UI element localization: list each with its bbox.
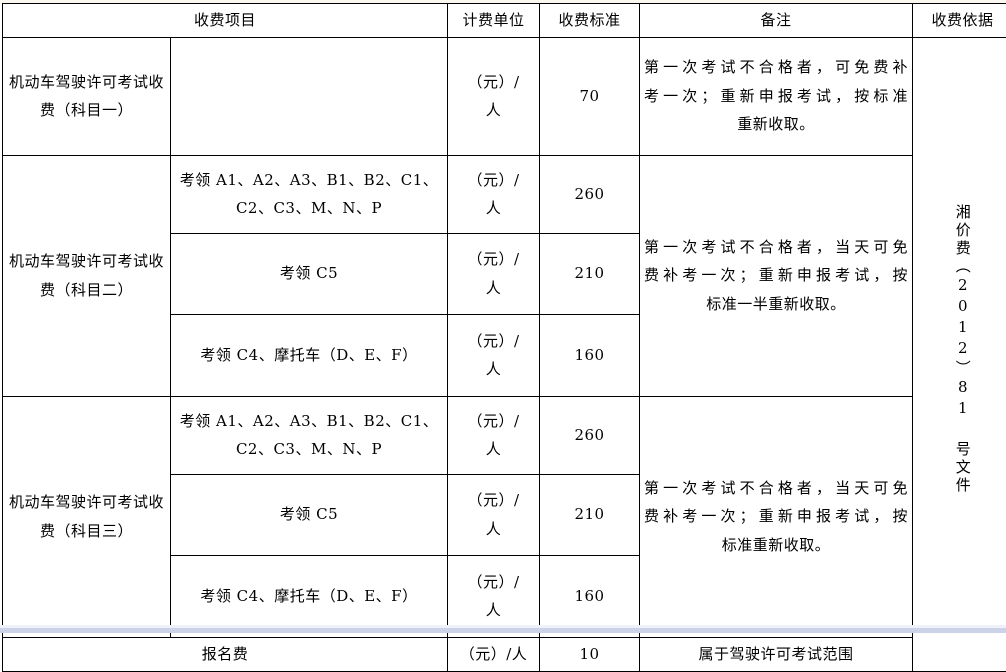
table-row: 机动车驾驶许可考试收费（科目三） 考领 A1、A2、A3、B1、B2、C1、 C…: [3, 396, 1006, 474]
section-2-row-0-standard: 260: [540, 155, 640, 233]
section-2-row-1-standard: 210: [540, 233, 640, 314]
header-item: 收费项目: [3, 4, 448, 38]
sub-line-1: 考领 A1、A2、A3、B1、B2、C1、: [180, 412, 439, 430]
remark-line: 第一次考试不合格者，当天可免: [644, 474, 908, 503]
table-row: 报名费 （元）/人 10 属于驾驶许可考试范围: [3, 637, 1006, 671]
section-3-row-0-standard: 260: [540, 396, 640, 474]
remark-line: 重新收取。: [644, 110, 908, 139]
unit-line-top: （元）/: [467, 73, 519, 91]
remark-line: 标准重新收取。: [644, 531, 908, 560]
footer-row-standard: 10: [540, 637, 640, 671]
section-1-row-0-sub: [171, 37, 448, 155]
sub-line-1: 考领 A1、A2、A3、B1、B2、C1、: [180, 171, 439, 189]
section-3-name: 机动车驾驶许可考试收费（科目三）: [3, 396, 171, 637]
section-1-row-0-standard: 70: [540, 37, 640, 155]
unit-line-top: （元）/: [467, 412, 519, 430]
unit-line-bottom: 人: [486, 279, 502, 297]
footer-row-remark: 属于驾驶许可考试范围: [640, 637, 913, 671]
basis-cell: 湘价费（2012）81 号文件: [913, 37, 1006, 671]
footer-row-name: 报名费: [3, 637, 448, 671]
section-1-name: 机动车驾驶许可考试收费（科目一）: [3, 37, 171, 155]
unit-line-bottom: 人: [486, 101, 502, 119]
unit-line-top: （元）/: [467, 573, 519, 591]
section-2-row-2-unit: （元）/ 人: [448, 314, 540, 396]
fee-schedule-sheet: 收费项目 计费单位 收费标准 备注 收费依据 机动车驾驶许可考试收费（科目一） …: [0, 0, 1006, 628]
remark-line: 第一次考试不合格者，可免费补: [644, 53, 908, 82]
header-unit: 计费单位: [448, 4, 540, 38]
sub-line-2: C2、C3、M、N、P: [236, 440, 382, 458]
remark-line: 考一次；重新申报考试，按标准: [644, 82, 908, 111]
remark-line: 标准一半重新收取。: [644, 290, 908, 319]
section-2-row-1-unit: （元）/ 人: [448, 233, 540, 314]
section-3-row-1-standard: 210: [540, 474, 640, 555]
section-2-row-0-unit: （元）/ 人: [448, 155, 540, 233]
fee-schedule-table: 收费项目 计费单位 收费标准 备注 收费依据 机动车驾驶许可考试收费（科目一） …: [2, 3, 1006, 672]
unit-line-top: （元）/: [467, 250, 519, 268]
section-2-row-0-sub: 考领 A1、A2、A3、B1、B2、C1、 C2、C3、M、N、P: [171, 155, 448, 233]
section-2-row-2-standard: 160: [540, 314, 640, 396]
section-3-row-0-sub: 考领 A1、A2、A3、B1、B2、C1、 C2、C3、M、N、P: [171, 396, 448, 474]
section-3-row-0-unit: （元）/ 人: [448, 396, 540, 474]
page-bottom-edge-tint: [0, 628, 1006, 633]
section-1-remark: 第一次考试不合格者，可免费补 考一次；重新申报考试，按标准 重新收取。: [640, 37, 913, 155]
basis-vertical-text: 湘价费（2012）81 号文件: [954, 204, 971, 495]
footer-row-unit: （元）/人: [448, 637, 540, 671]
remark-line: 费补考一次；重新申报考试，按: [644, 502, 908, 531]
header-standard: 收费标准: [540, 4, 640, 38]
unit-line-bottom: 人: [486, 440, 502, 458]
section-2-row-2-sub: 考领 C4、摩托车（D、E、F）: [171, 314, 448, 396]
header-remark: 备注: [640, 4, 913, 38]
section-3-row-1-unit: （元）/ 人: [448, 474, 540, 555]
unit-line-top: （元）/: [467, 491, 519, 509]
section-2-remark: 第一次考试不合格者，当天可免 费补考一次；重新申报考试，按 标准一半重新收取。: [640, 155, 913, 396]
unit-line-bottom: 人: [486, 360, 502, 378]
table-header-row: 收费项目 计费单位 收费标准 备注 收费依据: [3, 4, 1006, 38]
section-2-name: 机动车驾驶许可考试收费（科目二）: [3, 155, 171, 396]
remark-line: 费补考一次；重新申报考试，按: [644, 261, 908, 290]
unit-line-bottom: 人: [486, 601, 502, 619]
section-3-remark: 第一次考试不合格者，当天可免 费补考一次；重新申报考试，按 标准重新收取。: [640, 396, 913, 637]
unit-line-top: （元）/: [467, 332, 519, 350]
header-basis: 收费依据: [913, 4, 1006, 38]
sub-line-2: C2、C3、M、N、P: [236, 199, 382, 217]
unit-line-bottom: 人: [486, 520, 502, 538]
section-2-row-1-sub: 考领 C5: [171, 233, 448, 314]
unit-line-bottom: 人: [486, 199, 502, 217]
unit-line-top: （元）/: [467, 171, 519, 189]
table-row: 机动车驾驶许可考试收费（科目一） （元）/ 人 70 第一次考试不合格者，可免费…: [3, 37, 1006, 155]
remark-line: 第一次考试不合格者，当天可免: [644, 233, 908, 262]
table-row: 机动车驾驶许可考试收费（科目二） 考领 A1、A2、A3、B1、B2、C1、 C…: [3, 155, 1006, 233]
section-1-row-0-unit: （元）/ 人: [448, 37, 540, 155]
section-3-row-1-sub: 考领 C5: [171, 474, 448, 555]
